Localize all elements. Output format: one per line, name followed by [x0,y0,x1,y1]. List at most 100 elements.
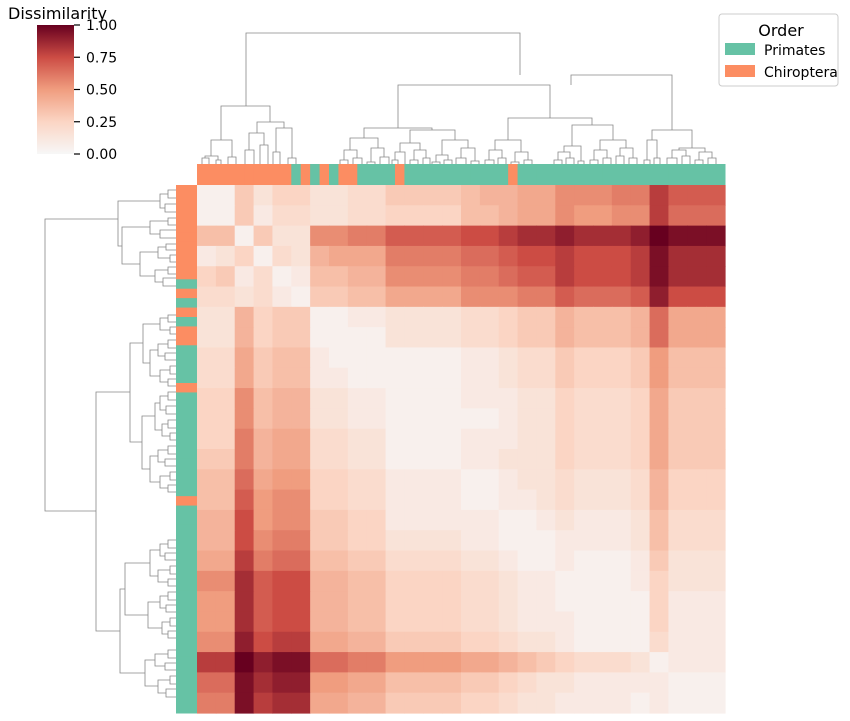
heatmap-cell [536,692,556,714]
heatmap-cell [668,631,688,653]
heatmap-cell [498,347,519,369]
heatmap-cell [366,672,387,694]
heatmap-cell [291,347,311,369]
column-group-cell [300,164,311,185]
heatmap-cell [630,347,651,369]
heatmap-cell [215,509,236,531]
heatmap-cell [479,347,500,369]
heatmap-cell [329,591,349,613]
heatmap-cell [593,509,613,531]
heatmap-cell [310,509,330,531]
heatmap-cell [234,570,255,592]
dendrogram-link [167,591,176,601]
heatmap-cell [706,205,726,227]
heatmap-cell [272,469,292,491]
heatmap-cell [517,591,538,613]
heatmap-cell [536,550,556,572]
heatmap-cell [366,631,387,653]
heatmap-cell [197,530,217,552]
heatmap-cell [461,469,481,491]
heatmap-cell [687,408,707,430]
column-group-cell [347,164,358,185]
heatmap-cell [555,306,575,328]
heatmap-cell [461,652,481,673]
heatmap-cell [630,245,651,267]
heatmap-cell [630,530,651,552]
heatmap-cell [234,509,255,531]
heatmap-cell [461,530,481,552]
heatmap-cell [366,692,387,714]
colorbar-label: Dissimilarity [8,4,107,23]
heatmap-cell [498,530,519,552]
heatmap-cell [479,367,500,389]
heatmap-cell [536,509,556,531]
heatmap-cell [442,286,462,308]
heatmap-cell [442,509,462,531]
heatmap-cell [498,672,519,694]
column-group-cell [253,164,264,185]
heatmap-cell [404,205,424,227]
heatmap-cell [234,306,255,328]
column-group-cell [583,164,594,185]
heatmap-cell [517,570,538,592]
heatmap-cell [366,449,387,470]
heatmap-cell [706,631,726,653]
heatmap-cell [461,591,481,613]
heatmap-cell [536,327,556,349]
column-group-cell [338,164,349,185]
heatmap-cell [442,530,462,552]
heatmap-cell [668,489,688,511]
heatmap-cell [687,672,707,694]
heatmap-cell [574,225,594,247]
dendrogram-link [144,659,158,687]
heatmap-cell [272,692,292,714]
heatmap-cell [366,530,387,552]
dendrogram-link [215,159,222,164]
heatmap-cell [404,692,424,714]
column-group-cell [687,164,698,185]
heatmap-cell [329,652,349,673]
heatmap-cell [706,225,726,247]
heatmap-cell [649,266,670,288]
heatmap-cell [423,591,443,613]
heatmap-cell [423,611,443,633]
heatmap-cell [536,185,556,206]
heatmap-cell [423,327,443,349]
heatmap-cell [197,266,217,288]
heatmap-cell [197,367,217,389]
heatmap-cell [253,225,274,247]
heatmap-cell [234,327,255,349]
heatmap-cell [498,489,519,511]
heatmap-cell [649,327,670,349]
heatmap-cell [574,591,594,613]
column-group-cell [404,164,415,185]
heatmap-cell [536,591,556,613]
dendrogram-link [167,539,176,549]
heatmap-cell [479,449,500,470]
heatmap-cell [385,489,406,511]
heatmap-cell [649,509,670,531]
heatmap-cell [479,205,500,227]
heatmap-cell [536,469,556,491]
row-group-cell [176,449,197,459]
heatmap-cell [310,672,330,694]
dendrogram-link [666,157,678,164]
column-group-cell [640,164,651,185]
heatmap-cell [498,449,519,470]
heatmap-cell [687,367,707,389]
heatmap-cell [479,530,500,552]
heatmap-cell [574,367,594,389]
heatmap-cell [630,489,651,511]
dendrogram-link [391,159,399,164]
heatmap-cell [347,367,368,389]
row-group-cell [176,486,197,497]
heatmap-cell [310,327,330,349]
heatmap-cell [668,469,688,491]
heatmap-cell [555,469,575,491]
dendrogram-link [167,630,176,639]
heatmap-cell [461,388,481,409]
heatmap-cell [536,245,556,267]
heatmap-cell [366,489,387,511]
heatmap-cell [687,692,707,714]
heatmap-cell [442,266,462,288]
